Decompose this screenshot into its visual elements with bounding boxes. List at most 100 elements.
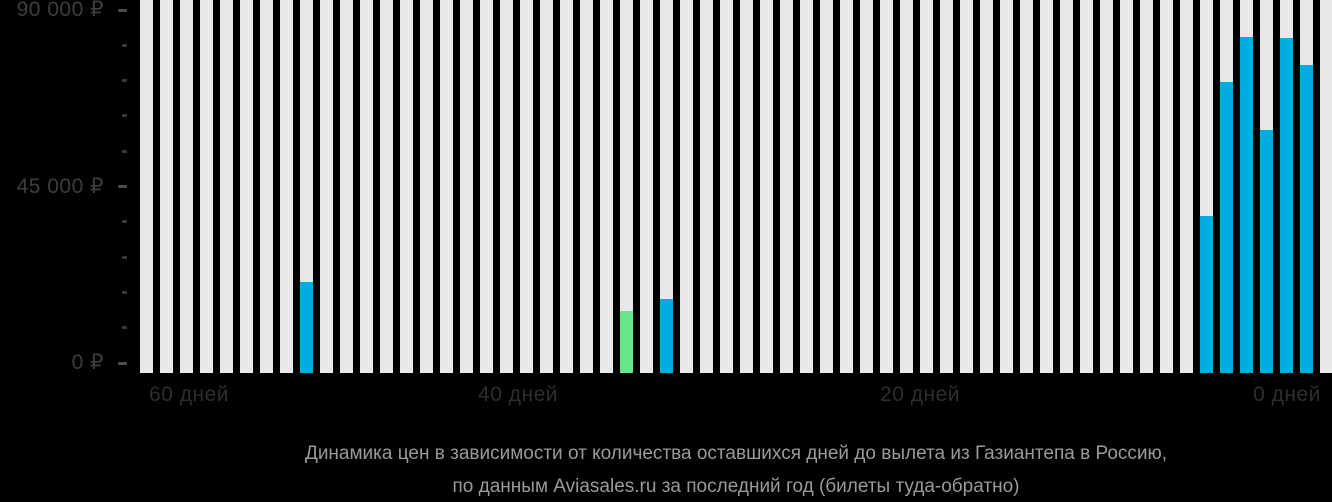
bar-slot-36 [860, 0, 873, 373]
placeholder-bar [380, 0, 393, 373]
bar-slot-19 [520, 0, 533, 373]
placeholder-bar [240, 0, 253, 373]
placeholder-bar [1120, 0, 1133, 373]
bar-slot-42 [980, 0, 993, 373]
min-price-bar-slot-24[interactable] [620, 311, 633, 373]
placeholder-bar [920, 0, 933, 373]
bar-slot-21 [560, 0, 573, 373]
placeholder-bar [860, 0, 873, 373]
bar-slot-16 [460, 0, 473, 373]
bar-slot-35 [840, 0, 853, 373]
bar-slot-32 [780, 0, 793, 373]
placeholder-bar [960, 0, 973, 373]
placeholder-bar [280, 0, 293, 373]
price-bar-slot-54[interactable] [1220, 82, 1233, 373]
placeholder-bar [980, 0, 993, 373]
price-bar-slot-55[interactable] [1240, 37, 1253, 373]
placeholder-bar [460, 0, 473, 373]
bar-slot-37 [880, 0, 893, 373]
placeholder-bar [160, 0, 173, 373]
bar-slot-57 [1280, 0, 1293, 373]
placeholder-bar [780, 0, 793, 373]
bar-slot-23 [600, 0, 613, 373]
placeholder-bar [140, 0, 153, 373]
bar-slot-7 [280, 0, 293, 373]
placeholder-bar [660, 0, 673, 373]
x-axis-label-20-days: 20 дней [880, 383, 960, 406]
bar-slot-1 [160, 0, 173, 373]
bar-slot-5 [240, 0, 253, 373]
placeholder-bar [1080, 0, 1093, 373]
bar-slot-4 [220, 0, 233, 373]
bar-slot-53 [1200, 0, 1213, 373]
placeholder-bar [300, 0, 313, 373]
bar-slot-26 [660, 0, 673, 373]
bar-slot-8 [300, 0, 313, 373]
placeholder-bar [1060, 0, 1073, 373]
placeholder-bar [540, 0, 553, 373]
placeholder-bar [1160, 0, 1173, 373]
placeholder-bar [180, 0, 193, 373]
placeholder-bar [580, 0, 593, 373]
y-tick-minor-27000 [122, 255, 127, 259]
price-bar-slot-56[interactable] [1260, 130, 1273, 373]
placeholder-bar [480, 0, 493, 373]
placeholder-bar [1000, 0, 1013, 373]
placeholder-bar [620, 0, 633, 373]
y-tick-minor-9000 [122, 326, 127, 330]
bar-slot-48 [1100, 0, 1113, 373]
bar-slot-9 [320, 0, 333, 373]
bar-slot-44 [1020, 0, 1033, 373]
bar-slot-39 [920, 0, 933, 373]
price-bar-slot-58[interactable] [1300, 65, 1313, 373]
price-bar-slot-26[interactable] [660, 299, 673, 373]
bar-slot-18 [500, 0, 513, 373]
caption-line-2: по данным Aviasales.ru за последний год … [452, 476, 1020, 497]
bar-slot-51 [1160, 0, 1173, 373]
y-axis-label-90000: 90 000 ₽ [16, 0, 104, 21]
bar-slot-14 [420, 0, 433, 373]
placeholder-bar [800, 0, 813, 373]
bar-slot-30 [740, 0, 753, 373]
placeholder-bar [640, 0, 653, 373]
bar-slot-13 [400, 0, 413, 373]
bar-slot-56 [1260, 0, 1273, 373]
placeholder-bar [200, 0, 213, 373]
bar-slot-10 [340, 0, 353, 373]
chart-caption: Динамика цен в зависимости от количества… [140, 437, 1332, 502]
placeholder-bar [560, 0, 573, 373]
x-axis-label-0-days: 0 дней [1253, 383, 1321, 406]
placeholder-bar [520, 0, 533, 373]
placeholder-bar [420, 0, 433, 373]
bar-slot-24 [620, 0, 633, 373]
bar-slot-43 [1000, 0, 1013, 373]
y-axis-label-45000: 45 000 ₽ [16, 175, 104, 198]
x-axis-label-60-days: 60 дней [149, 383, 229, 406]
bar-slot-50 [1140, 0, 1153, 373]
placeholder-bar [260, 0, 273, 373]
bar-slot-3 [200, 0, 213, 373]
price-bar-slot-8[interactable] [300, 282, 313, 373]
bar-slot-11 [360, 0, 373, 373]
placeholder-bar [680, 0, 693, 373]
bar-slot-20 [540, 0, 553, 373]
y-axis: 90 000 ₽ 45 000 ₽ 0 ₽ [0, 0, 130, 380]
price-bar-slot-53[interactable] [1200, 216, 1213, 373]
placeholder-bar [500, 0, 513, 373]
x-axis: 60 дней 40 дней 20 дней 0 дней [0, 381, 1332, 411]
price-bar-slot-57[interactable] [1280, 38, 1293, 373]
y-axis-label-0: 0 ₽ [71, 351, 104, 374]
placeholder-bar [340, 0, 353, 373]
placeholder-bar [400, 0, 413, 373]
placeholder-bar [840, 0, 853, 373]
placeholder-bar [600, 0, 613, 373]
placeholder-bar [320, 0, 333, 373]
y-tick-minor-36000 [122, 220, 127, 224]
y-tick-major-90000 [118, 8, 127, 12]
bar-slot-22 [580, 0, 593, 373]
plot-area [140, 0, 1332, 373]
bar-slot-6 [260, 0, 273, 373]
placeholder-bar [880, 0, 893, 373]
y-tick-major-0 [118, 361, 127, 365]
